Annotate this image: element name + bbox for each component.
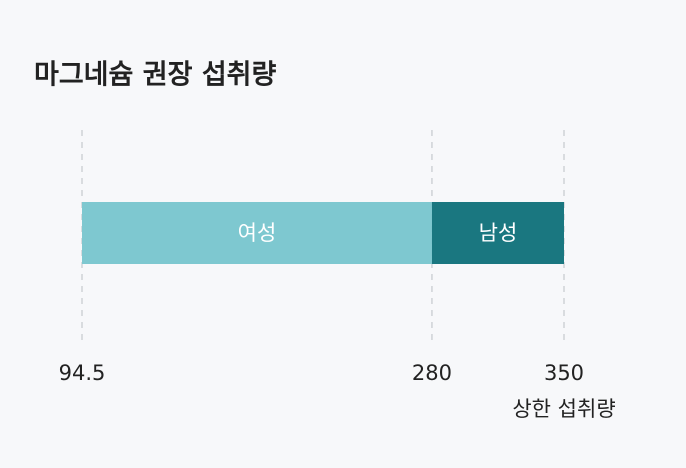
- annotation: 상한 섭취량: [512, 397, 615, 421]
- chart-title: 마그네슘 권장 섭취량: [34, 60, 277, 91]
- x-tick-label: 280: [412, 361, 452, 385]
- x-tick-label: 94.5: [59, 361, 106, 385]
- bar-label: 여성: [238, 221, 277, 245]
- bar: [82, 202, 432, 264]
- bar-label: 남성: [479, 221, 518, 245]
- x-tick-label: 350: [544, 361, 584, 385]
- bar: [431, 202, 564, 264]
